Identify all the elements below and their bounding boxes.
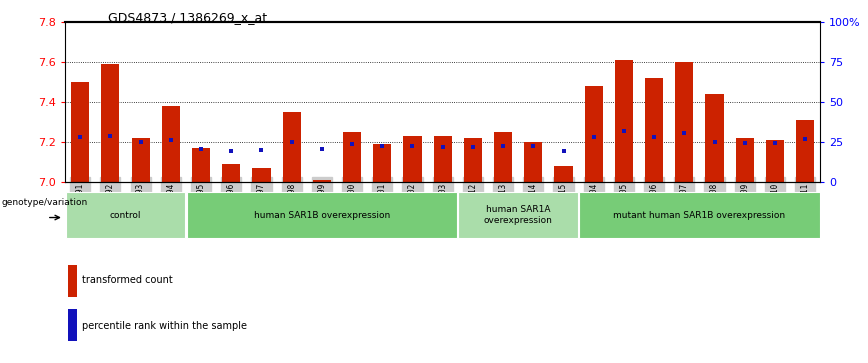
Bar <box>71 82 89 182</box>
Bar <box>736 138 753 182</box>
Bar <box>187 192 457 238</box>
Bar <box>192 147 210 182</box>
Bar <box>706 94 724 182</box>
Bar <box>373 143 391 182</box>
Text: percentile rank within the sample: percentile rank within the sample <box>82 321 247 331</box>
Bar <box>645 78 663 182</box>
Bar <box>615 60 633 182</box>
Bar <box>404 135 422 182</box>
Bar <box>675 62 694 182</box>
Bar <box>312 180 331 182</box>
Bar <box>796 120 814 182</box>
Bar <box>766 139 784 182</box>
Bar <box>585 86 602 182</box>
Bar <box>161 106 180 182</box>
Text: control: control <box>109 211 141 220</box>
Bar <box>132 138 149 182</box>
Text: GDS4873 / 1386269_x_at: GDS4873 / 1386269_x_at <box>108 11 267 24</box>
Bar <box>222 163 240 182</box>
Bar <box>102 64 120 182</box>
Bar <box>66 192 186 238</box>
Bar <box>68 265 76 297</box>
Bar <box>579 192 819 238</box>
Text: human SAR1B overexpression: human SAR1B overexpression <box>253 211 390 220</box>
Bar <box>464 138 482 182</box>
Bar <box>283 112 300 182</box>
Text: human SAR1A
overexpression: human SAR1A overexpression <box>483 205 553 225</box>
Bar <box>555 166 573 182</box>
Text: genotype/variation: genotype/variation <box>1 198 88 207</box>
Bar <box>524 142 542 182</box>
Bar <box>253 167 271 182</box>
Bar <box>494 132 512 182</box>
Bar <box>68 309 76 341</box>
Bar <box>458 192 578 238</box>
Bar <box>434 135 451 182</box>
Bar <box>343 132 361 182</box>
Text: mutant human SAR1B overexpression: mutant human SAR1B overexpression <box>614 211 786 220</box>
Text: transformed count: transformed count <box>82 276 173 285</box>
